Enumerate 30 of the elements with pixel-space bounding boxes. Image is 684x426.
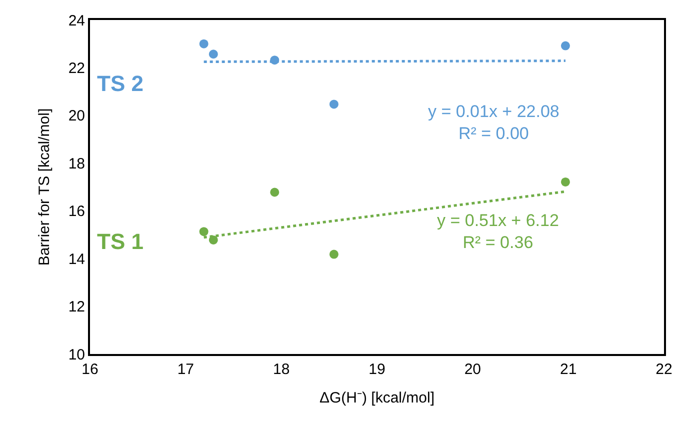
text: TS 2 [97,71,144,96]
point [208,50,218,59]
x-axis-title: ΔG(H⁻) [kcal/mol] [319,390,435,406]
y-tick-label: 20 [68,108,85,125]
point [560,177,570,186]
point [560,41,570,50]
x-tick-label: 17 [177,361,194,378]
annotation: y = 0.51x + 6.12 R² = 0.36 [437,211,559,252]
x-tick-label: 21 [560,361,577,378]
x-tick-label: 19 [368,361,386,378]
x-tick-label: 20 [464,361,482,378]
text: TS 1 [97,229,144,254]
point [199,39,208,48]
point [329,100,338,109]
y-tick-label: 22 [68,60,85,77]
point [270,188,280,197]
point [199,227,208,236]
y-tick-label: 14 [68,250,85,268]
x-tick-label: 18 [272,361,290,378]
y-axis-title: Barrier for TS [kcal/mol] [36,108,54,266]
y-tick-label: 12 [68,298,85,316]
y-tick-label: 16 [68,203,85,220]
point [329,250,338,259]
y-tick-label: 10 [68,346,85,364]
y-tick-label: 24 [68,12,85,30]
annotation: y = 0.01x + 22.08 R² = 0.00 [428,102,560,144]
point [208,235,218,244]
x-tick-label: 16 [82,361,98,378]
y-tick-label: 18 [68,155,85,172]
x-tick-label: 22 [656,361,672,378]
